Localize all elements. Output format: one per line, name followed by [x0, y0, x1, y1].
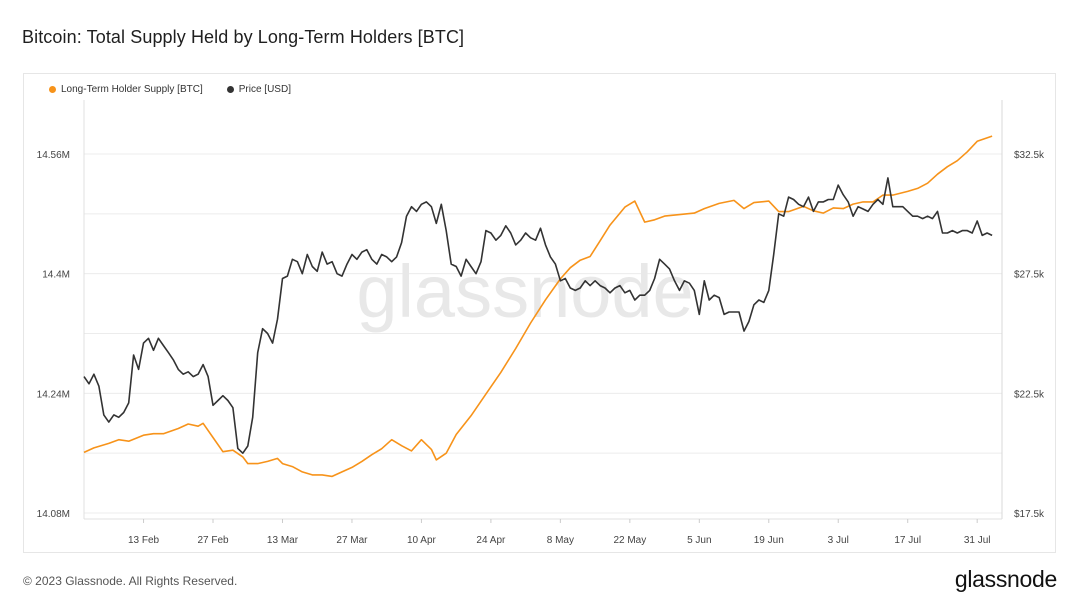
chart-title: Bitcoin: Total Supply Held by Long-Term …: [22, 27, 465, 47]
gridlines: [84, 153, 1002, 514]
series-line-price[interactable]: [83, 177, 993, 454]
y-left-tick-label: 14.56M: [37, 150, 70, 161]
legend-item-lth-supply[interactable]: Long-Term Holder Supply [BTC]: [49, 84, 203, 95]
legend-label-lth-supply: Long-Term Holder Supply [BTC]: [61, 84, 203, 95]
y-left-tick-label: 14.24M: [37, 389, 70, 400]
x-tick-label: 19 Jun: [754, 535, 784, 546]
x-tick-label: 31 Jul: [964, 535, 991, 546]
chart-legend: Long-Term Holder Supply [BTC] Price [USD…: [49, 84, 291, 95]
glassnode-logo[interactable]: glassnode: [954, 566, 1057, 592]
y-right-tick-label: $22.5k: [1014, 389, 1045, 400]
legend-item-price[interactable]: Price [USD]: [226, 84, 291, 95]
x-tick-label: 13 Mar: [267, 535, 299, 546]
legend-label-price: Price [USD]: [238, 84, 291, 95]
x-tick-label: 5 Jun: [687, 535, 711, 546]
watermark-text: glassnode: [356, 250, 693, 333]
y-right-tick-label: $17.5k: [1014, 509, 1045, 520]
y-right-tick-label: $27.5k: [1014, 270, 1045, 281]
y-axis-left-ticks: 14.08M 14.24M 14.4M 14.56M: [37, 150, 70, 520]
chart-panel: [23, 73, 1056, 553]
x-tick-label: 27 Mar: [336, 535, 368, 546]
x-tick-label: 13 Feb: [128, 535, 160, 546]
legend-swatch-price: [226, 86, 234, 93]
x-tick-label: 10 Apr: [407, 535, 437, 546]
y-right-tick-label: $32.5k: [1014, 150, 1045, 161]
x-tick-label: 22 May: [613, 535, 646, 546]
x-tick-label: 3 Jul: [828, 535, 849, 546]
x-axis-ticks: 13 Feb 27 Feb 13 Mar 27 Mar 10 Apr 24 Apr 8 Ma…: [128, 519, 991, 546]
series-line-lth-supply[interactable]: [83, 135, 993, 478]
copyright-text: © 2023 Glassnode. All Rights Reserved.: [23, 574, 238, 588]
x-tick-label: 17 Jul: [894, 535, 921, 546]
legend-swatch-lth-supply: [49, 86, 56, 93]
x-tick-label: 24 Apr: [476, 535, 506, 546]
y-left-tick-label: 14.4M: [42, 270, 70, 281]
x-tick-label: 8 May: [547, 535, 574, 546]
y-left-tick-label: 14.08M: [37, 509, 70, 520]
x-tick-label: 27 Feb: [197, 535, 229, 546]
y-axis-right-ticks: $17.5k $22.5k $27.5k $32.5k: [1014, 150, 1045, 520]
